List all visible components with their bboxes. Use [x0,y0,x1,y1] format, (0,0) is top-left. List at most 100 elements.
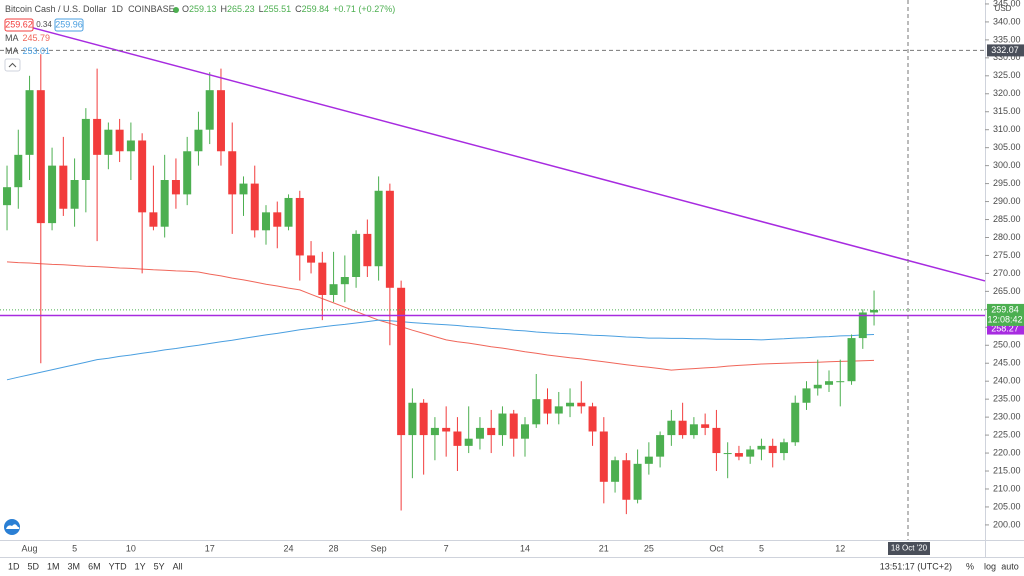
range-button[interactable]: 1M [47,561,60,571]
scale-option[interactable]: % [966,561,974,571]
candle-body [599,431,608,482]
candle-body [498,413,507,436]
quote-key: H [221,4,228,14]
y-tick-label: 305.00 [993,142,1021,152]
candle-body [858,312,867,339]
range-button[interactable]: YTD [109,561,128,571]
candle-body [183,151,192,195]
x-tick-label: 28 [329,543,339,553]
candle-body [453,431,462,446]
candle-body [363,233,372,267]
candle-body [14,154,23,188]
candle-body [464,438,473,446]
exchange: COINBASE [128,4,175,14]
y-tick-label: 210.00 [993,483,1021,493]
range-button[interactable]: All [173,561,183,571]
candle-body [93,118,102,155]
candle-body [825,381,834,385]
moving-average [6,319,875,381]
candle-body [442,427,451,432]
candle-body [160,180,169,227]
scale-option[interactable]: log [984,561,996,571]
candle-body [723,453,732,455]
range-button[interactable]: 1Y [135,561,146,571]
candle-body [588,406,597,432]
quote-key: O [182,4,189,14]
y-tick-label: 330.00 [993,52,1021,62]
range-button[interactable]: 1D [8,561,20,571]
candle-body [239,183,248,195]
candle-body [543,399,552,414]
candle-body [870,309,879,313]
y-tick-label: 340.00 [993,16,1021,26]
ma-value: 253.01 [23,46,51,56]
symbol-title: Bitcoin Cash / U.S. Dollar 1D COINBASE [5,4,175,14]
candle-body [712,427,721,454]
range-button[interactable]: 6M [88,561,101,571]
candle-body [622,460,631,500]
candle-body [520,424,529,439]
ma-name: MA [5,46,19,56]
y-tick-label: 325.00 [993,70,1021,80]
buy-price[interactable]: 259.96 [55,19,83,29]
candle-body [509,413,518,439]
candle-body [250,183,259,231]
crosshair-price-label: 332.07 [991,45,1019,55]
candle-body [667,420,676,436]
x-tick-label: 14 [520,543,530,553]
range-button[interactable]: 3M [68,561,81,571]
y-tick-label: 310.00 [993,124,1021,134]
y-tick-label: 205.00 [993,501,1021,511]
candle-body [408,402,417,436]
candle-body [385,190,394,288]
y-tick-label: 220.00 [993,447,1021,457]
y-tick-label: 215.00 [993,465,1021,475]
x-tick-label: 21 [599,543,609,553]
candle-body [487,427,496,436]
x-tick-label: Sep [371,543,387,553]
collapse-button[interactable] [4,58,21,72]
x-tick-label: 25 [644,543,654,553]
range-button[interactable]: 5D [28,561,40,571]
candle-body [734,453,743,457]
candle-body [318,262,327,295]
candle-body [757,445,766,450]
collapse-icon [8,62,17,68]
sell-price[interactable]: 259.62 [5,19,33,29]
y-tick-label: 235.00 [993,394,1021,404]
y-tick-label: 250.00 [993,340,1021,350]
candle-body [644,456,653,464]
y-tick-label: 225.00 [993,429,1021,439]
candle-body [397,287,406,436]
sell-box[interactable] [4,18,34,32]
candle-body [813,384,822,389]
range-button[interactable]: 5Y [154,561,165,571]
symbol: Bitcoin Cash / U.S. Dollar [5,4,107,14]
ohlc-legend: O259.13 H265.23 L255.51 C259.84 +0.71 (+0.27… [182,4,395,14]
y-tick-label: 315.00 [993,106,1021,116]
y-tick-label: 295.00 [993,178,1021,188]
last-price-box [987,303,1024,326]
candle-body [779,442,788,454]
y-tick-label: 320.00 [993,88,1021,98]
ma-legend: MA 245.79 [5,33,50,43]
candle-body [633,463,642,500]
x-tick-label: Oct [709,543,724,553]
candle-body [262,212,271,231]
x-tick-label: 10 [126,543,136,553]
quote-value: 259.13 [189,4,217,14]
quote-key: L [259,4,264,14]
clock: 13:51:17 (UTC+2) [880,561,952,571]
x-tick-label: Aug [22,543,38,553]
candle-body [802,388,811,403]
y-tick-label: 300.00 [993,160,1021,170]
candle-body [689,424,698,436]
ma-name: MA [5,33,19,43]
scale-option[interactable]: auto [1001,561,1019,571]
buy-box[interactable] [54,18,84,32]
candle-body [340,277,349,285]
last-price-label: 259.84 [991,304,1019,314]
candle-body [475,427,484,439]
